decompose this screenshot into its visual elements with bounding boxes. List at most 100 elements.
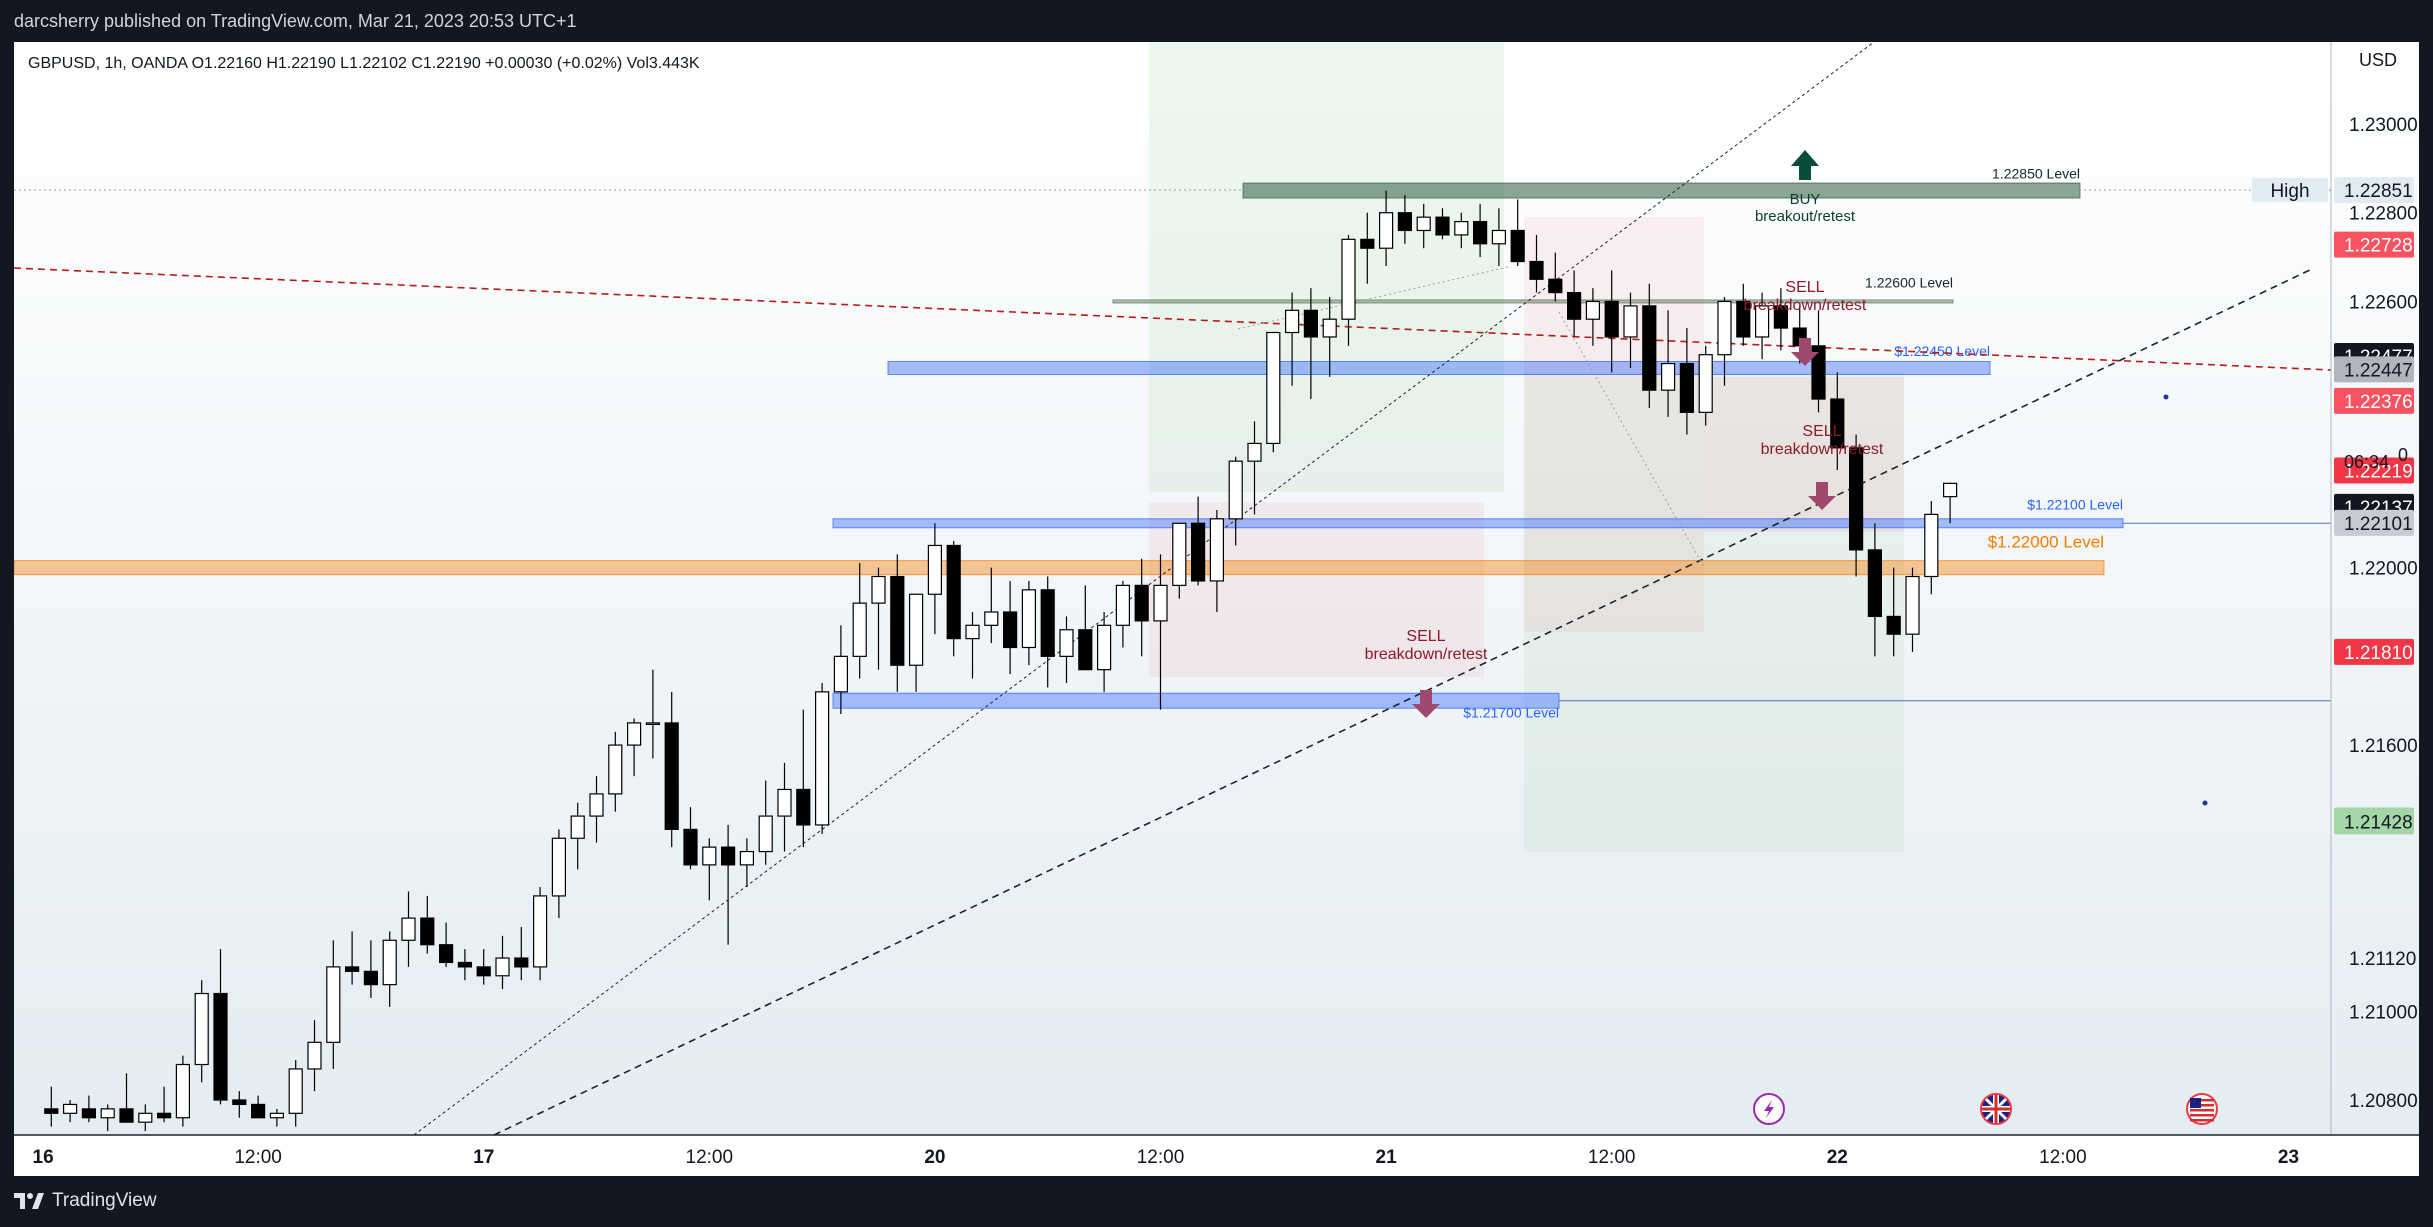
candle[interactable] xyxy=(1717,297,1732,386)
candle[interactable] xyxy=(1642,283,1657,408)
candle[interactable] xyxy=(62,1100,78,1123)
candle[interactable] xyxy=(1736,283,1751,346)
candle[interactable] xyxy=(81,1095,97,1123)
candle[interactable] xyxy=(119,1073,134,1123)
candle[interactable] xyxy=(1848,434,1864,577)
candle[interactable] xyxy=(1209,509,1225,612)
candle[interactable] xyxy=(984,567,999,644)
candle[interactable] xyxy=(551,829,567,919)
candle[interactable] xyxy=(965,612,980,679)
candle[interactable] xyxy=(1924,501,1939,595)
candle[interactable] xyxy=(664,691,679,848)
candle[interactable] xyxy=(1416,203,1431,249)
candle[interactable] xyxy=(514,926,529,981)
candle[interactable] xyxy=(457,949,472,981)
candle[interactable] xyxy=(702,838,717,901)
candle[interactable] xyxy=(420,895,435,954)
inner-trendline[interactable] xyxy=(413,41,1875,1136)
tradingview-logo[interactable]: TradingView xyxy=(14,1190,157,1212)
candle[interactable] xyxy=(1134,558,1149,657)
price-tag[interactable] xyxy=(2334,177,2414,204)
candle[interactable] xyxy=(345,931,360,985)
candle[interactable] xyxy=(589,776,604,843)
time-axis-bg[interactable] xyxy=(14,1135,2419,1176)
chart-canvas[interactable]: 1.22850 Level 1.22600 Level $1.22450 Level… xyxy=(13,41,2419,1176)
candle[interactable] xyxy=(852,563,867,679)
candle[interactable] xyxy=(307,1020,322,1092)
candle[interactable] xyxy=(1096,612,1112,692)
price-tag[interactable] xyxy=(2334,808,2414,835)
level-band[interactable] xyxy=(1112,299,1954,304)
price-tag[interactable] xyxy=(2334,457,2414,484)
lightning-icon[interactable] xyxy=(1753,1093,1785,1125)
candle[interactable] xyxy=(251,1095,266,1119)
candle[interactable] xyxy=(363,940,378,998)
price-tag[interactable] xyxy=(2334,231,2414,258)
candle[interactable] xyxy=(1773,288,1789,351)
candle[interactable] xyxy=(645,669,661,759)
candle[interactable] xyxy=(1754,292,1770,360)
candle[interactable] xyxy=(1153,554,1168,710)
candle[interactable] xyxy=(908,593,924,692)
candle[interactable] xyxy=(288,1060,303,1127)
candle[interactable] xyxy=(194,980,209,1083)
candle[interactable] xyxy=(175,1055,190,1127)
candle[interactable] xyxy=(269,1108,284,1127)
candle[interactable] xyxy=(100,1104,115,1132)
candle[interactable] xyxy=(814,682,830,834)
candle[interactable] xyxy=(1378,190,1394,266)
candle[interactable] xyxy=(608,731,623,812)
candle[interactable] xyxy=(1172,522,1187,599)
candle[interactable] xyxy=(833,625,849,715)
candle[interactable] xyxy=(1548,252,1563,302)
level-band[interactable] xyxy=(832,692,1560,709)
candle[interactable] xyxy=(401,891,416,967)
level-band[interactable] xyxy=(13,560,2105,576)
candle[interactable] xyxy=(1660,310,1676,417)
candle[interactable] xyxy=(1021,580,1037,666)
candle[interactable] xyxy=(1867,523,1883,657)
candle[interactable] xyxy=(1698,345,1713,426)
uk-flag-icon[interactable] xyxy=(1980,1093,2012,1125)
candle[interactable] xyxy=(1886,567,1901,657)
candle[interactable] xyxy=(1247,421,1262,515)
candle[interactable] xyxy=(1002,580,1018,675)
candle[interactable] xyxy=(946,541,961,657)
candle[interactable] xyxy=(1472,203,1488,258)
candle[interactable] xyxy=(1284,292,1300,386)
candle[interactable] xyxy=(1811,310,1826,413)
candle[interactable] xyxy=(1510,199,1525,266)
us-flag-icon[interactable] xyxy=(2186,1093,2218,1125)
resistance-trendline[interactable] xyxy=(13,267,2332,371)
candle[interactable] xyxy=(1566,270,1582,337)
candle[interactable] xyxy=(1585,288,1601,346)
candle[interactable] xyxy=(495,935,510,990)
candle[interactable] xyxy=(927,523,943,635)
chart-frame[interactable]: 1.22850 Level 1.22600 Level $1.22450 Level… xyxy=(13,41,2419,1176)
candle[interactable] xyxy=(1360,212,1375,284)
long-position-zone[interactable] xyxy=(1149,42,1504,492)
candle[interactable] xyxy=(439,922,454,967)
candle[interactable] xyxy=(890,554,905,692)
candle[interactable] xyxy=(382,931,397,1007)
price-tag[interactable] xyxy=(2252,178,2328,203)
candle[interactable] xyxy=(1529,234,1544,293)
candle[interactable] xyxy=(1830,372,1845,471)
long-position-zone[interactable] xyxy=(1524,372,1904,852)
candle[interactable] xyxy=(213,949,228,1105)
candle[interactable] xyxy=(157,1086,172,1123)
candle[interactable] xyxy=(1115,580,1131,648)
candle[interactable] xyxy=(739,838,755,888)
candle[interactable] xyxy=(570,802,585,870)
candle[interactable] xyxy=(1059,616,1074,683)
candle[interactable] xyxy=(1040,576,1055,688)
candle[interactable] xyxy=(1604,270,1619,373)
price-tag[interactable] xyxy=(2334,387,2414,414)
candle[interactable] xyxy=(1397,194,1413,244)
candle[interactable] xyxy=(1322,297,1337,377)
candle[interactable] xyxy=(1454,212,1469,249)
price-tag[interactable] xyxy=(2334,509,2414,536)
